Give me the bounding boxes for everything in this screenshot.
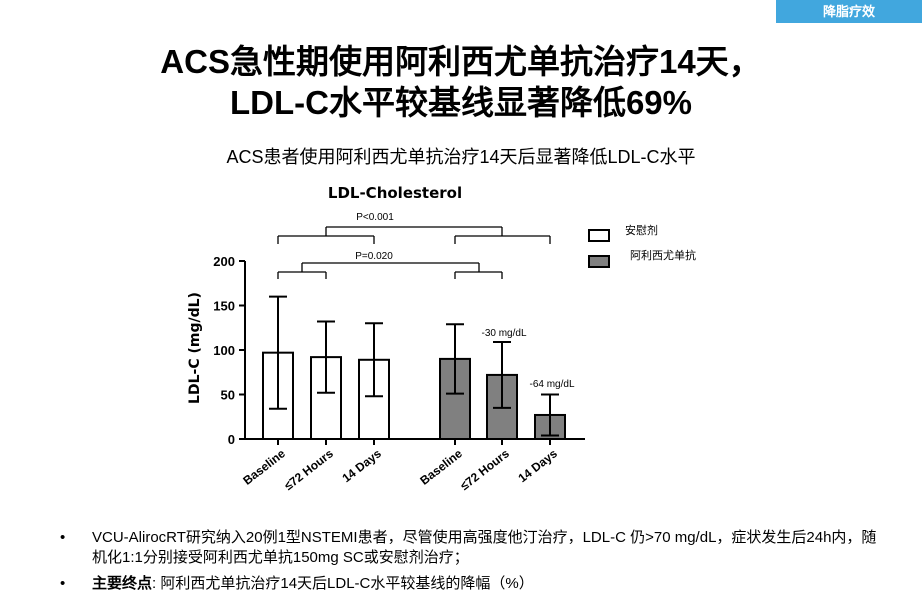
bullet-text: VCU-AlirocRT研究纳入20例1型NSTEMI患者，尽管使用高强度他汀治… (92, 529, 877, 566)
legend-swatch-placebo (588, 229, 610, 242)
y-tick-label: 150 (213, 299, 235, 314)
chart-legend: 安慰剂 阿利西尤单抗 (588, 223, 696, 268)
page-title-line-2: LDL-C水平较基线显著降低69% (229, 84, 693, 121)
bullet-item: • 主要终点: 阿利西尤单抗治疗14天后LDL-C水平较基线的降幅（%） (60, 574, 880, 594)
x-tick-label: ≤72 Hours (282, 446, 337, 493)
page-title-line-1: ACS急性期使用阿利西尤单抗治疗14天， (160, 43, 762, 80)
y-axis-label: LDL-C (mg/dL) (187, 292, 203, 404)
x-tick-label: 14 Days (515, 446, 560, 485)
ldl-chart: LDL-Cholesterol LDL-C (mg/dL) 0 50 100 150 2… (187, 184, 696, 493)
bullet-item: • VCU-AlirocRT研究纳入20例1型NSTEMI患者，尽管使用高强度他… (60, 528, 880, 568)
bullet-text: : 阿利西尤单抗治疗14天后LDL-C水平较基线的降幅（%） (152, 575, 534, 592)
bullet-list: • VCU-AlirocRT研究纳入20例1型NSTEMI患者，尽管使用高强度他… (60, 528, 880, 600)
x-tick-label: ≤72 Hours (458, 446, 513, 493)
bullet-dot: • (60, 575, 66, 592)
x-tick-label: 14 Days (339, 446, 384, 485)
y-tick-label: 0 (228, 432, 235, 447)
legend-swatch-alirocumab (588, 255, 610, 268)
chart-title: LDL-Cholesterol (328, 184, 462, 202)
delta-72h-label: -30 mg/dL (481, 328, 526, 339)
p-value-mid: P=0.020 (355, 251, 393, 262)
significance-brackets (277, 226, 551, 279)
legend-label-placebo: 安慰剂 (625, 223, 658, 237)
legend-label-alirocumab: 阿利西尤单抗 (630, 248, 696, 262)
bullet-bold-label: 主要终点 (92, 575, 153, 592)
y-tick-label: 100 (213, 343, 235, 358)
bullet-dot: • (60, 529, 66, 546)
delta-14d-label: -64 mg/dL (529, 379, 574, 390)
chart-bars (262, 295, 566, 441)
page-subtitle: ACS患者使用阿利西尤单抗治疗14天后显著降低LDL-C水平 (226, 147, 696, 167)
y-tick-label: 200 (213, 254, 235, 269)
section-tag: 降脂疗效 (776, 0, 922, 23)
p-value-top: P<0.001 (356, 212, 394, 223)
y-tick-label: 50 (221, 388, 235, 403)
